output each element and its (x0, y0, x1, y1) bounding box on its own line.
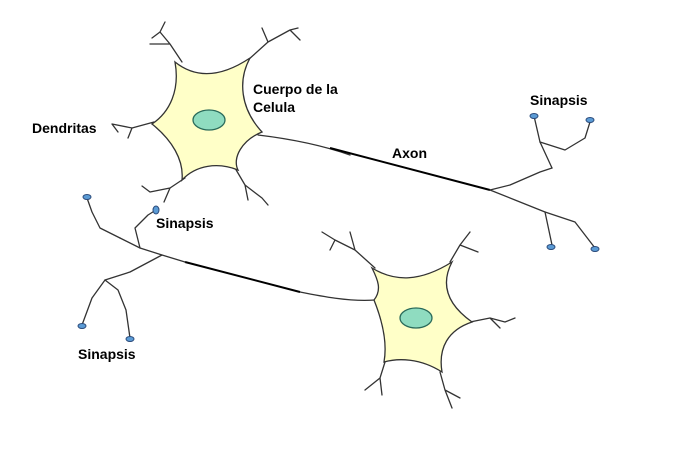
neuron-2-nucleus (399, 307, 433, 329)
label-cell-body-line2: Celula (253, 99, 295, 115)
neuron-1-axon (329, 147, 491, 191)
synapse-terminal-4 (590, 246, 600, 252)
synapse-terminal-1 (529, 113, 539, 119)
label-synapse-bottom-left: Sinapsis (78, 346, 136, 362)
label-cell-body-line1: Cuerpo de la (253, 81, 338, 97)
synapse-terminal-6 (152, 205, 160, 215)
synapse-terminal-5 (82, 194, 92, 200)
label-synapse-top-right: Sinapsis (530, 92, 588, 108)
neuron-2-synapse-terminals (77, 194, 160, 342)
neuron-1-axon-hillock (257, 134, 351, 156)
neuron-1-dendrites (111, 21, 301, 206)
synapse-terminal-8 (125, 336, 135, 342)
label-synapse-middle: Sinapsis (156, 215, 214, 231)
synapse-terminal-2 (585, 117, 595, 123)
synapse-terminal-3 (546, 244, 556, 250)
label-dendrites: Dendritas (32, 120, 97, 136)
label-axon: Axon (392, 145, 427, 161)
neuron-1-nucleus (192, 109, 226, 131)
neuron-1-axon-end (489, 167, 553, 191)
neuron-2-axon-end (119, 237, 186, 263)
neuron-2-axon-terminals (81, 197, 163, 339)
neuron-1-synapse-terminals (529, 113, 600, 252)
neuron-1 (111, 21, 600, 252)
neuron-1-axon-terminals (489, 115, 596, 249)
synapse-terminal-7 (77, 323, 87, 329)
neuron-2-axon-hillock (299, 291, 376, 302)
neuron-2-axon (184, 261, 301, 293)
neuron-2-dendrites (321, 231, 516, 409)
neuron-2 (77, 194, 516, 409)
